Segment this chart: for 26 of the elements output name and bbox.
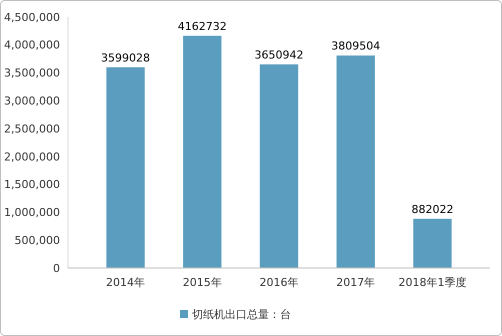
data-label: 4162732 <box>178 20 227 33</box>
y-tick-label: 3,000,000 <box>4 94 60 108</box>
y-tick-label: 4,500,000 <box>4 10 60 24</box>
bar <box>183 36 222 268</box>
data-label: 3599028 <box>101 51 150 64</box>
y-tick-label: 0 <box>53 262 60 275</box>
bar <box>106 67 145 268</box>
data-label: 3650942 <box>254 48 304 62</box>
bar <box>336 56 375 268</box>
x-tick-label: 2014年 <box>106 276 146 289</box>
legend-label: 切纸机出口总量：台 <box>192 308 291 321</box>
x-tick-label: 2018年1季度 <box>398 276 466 289</box>
y-tick-label: 500,000 <box>14 234 60 247</box>
bar <box>413 218 452 268</box>
y-tick-label: 4,000,000 <box>4 38 60 52</box>
x-tick-label: 2015年 <box>182 276 222 289</box>
x-tick-label: 2016年 <box>260 276 298 289</box>
data-label: 3809504 <box>331 40 380 53</box>
y-tick-label: 2,500,000 <box>4 122 60 136</box>
y-tick-label: 1,500,000 <box>4 178 60 192</box>
y-tick-label: 2,000,000 <box>4 150 60 164</box>
data-label: 882022 <box>411 202 454 216</box>
y-tick-label: 3,500,000 <box>4 66 60 80</box>
y-tick-label: 1,000,000 <box>4 206 60 220</box>
bar <box>260 64 298 268</box>
x-tick-label: 2017年 <box>336 276 376 289</box>
